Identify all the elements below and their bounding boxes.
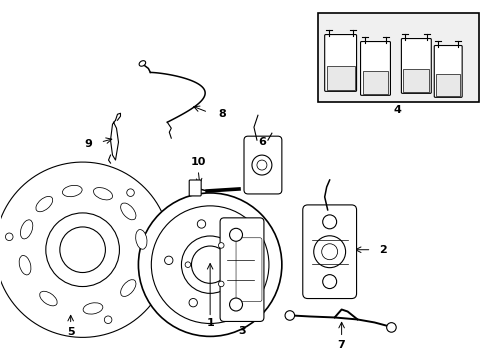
Text: 1: 1 [206,319,214,328]
Circle shape [229,228,242,241]
Circle shape [185,262,190,267]
Circle shape [236,288,244,297]
Circle shape [322,275,336,289]
Bar [435,74,459,96]
Ellipse shape [83,303,102,314]
Text: 8: 8 [218,109,225,119]
Circle shape [189,298,197,307]
Bar [326,66,354,90]
Text: 9: 9 [84,139,92,149]
Circle shape [285,311,294,320]
Ellipse shape [20,220,33,239]
Ellipse shape [19,256,31,275]
Polygon shape [0,162,170,337]
FancyBboxPatch shape [244,136,281,194]
FancyBboxPatch shape [220,218,264,321]
Bar [317,13,478,102]
FancyBboxPatch shape [433,45,461,97]
Circle shape [218,243,224,248]
FancyBboxPatch shape [401,39,430,93]
Circle shape [229,298,242,311]
Circle shape [164,256,173,265]
Ellipse shape [121,203,136,220]
FancyBboxPatch shape [236,238,262,302]
FancyBboxPatch shape [360,41,389,95]
Circle shape [5,233,13,240]
Circle shape [104,316,112,324]
Circle shape [313,236,345,268]
Text: 7: 7 [337,340,345,350]
Circle shape [251,155,271,175]
Ellipse shape [36,197,53,212]
Circle shape [197,220,205,228]
Circle shape [218,281,224,287]
Text: 10: 10 [190,157,205,167]
Text: 5: 5 [67,327,74,337]
Text: 3: 3 [238,327,245,336]
Circle shape [126,189,134,197]
Circle shape [138,193,281,336]
Bar [362,71,387,94]
Ellipse shape [93,188,112,200]
Text: 6: 6 [258,137,265,147]
Circle shape [386,323,395,332]
FancyBboxPatch shape [324,35,356,91]
Ellipse shape [135,230,147,249]
Circle shape [322,215,336,229]
Circle shape [46,213,119,287]
Circle shape [242,240,250,248]
Ellipse shape [62,185,82,197]
Bar [403,69,428,92]
Ellipse shape [139,61,145,66]
Text: 2: 2 [379,245,386,255]
Ellipse shape [40,291,57,306]
Ellipse shape [121,280,136,296]
FancyBboxPatch shape [302,205,356,298]
Circle shape [60,227,105,273]
FancyBboxPatch shape [189,180,201,196]
Text: 4: 4 [393,105,401,115]
